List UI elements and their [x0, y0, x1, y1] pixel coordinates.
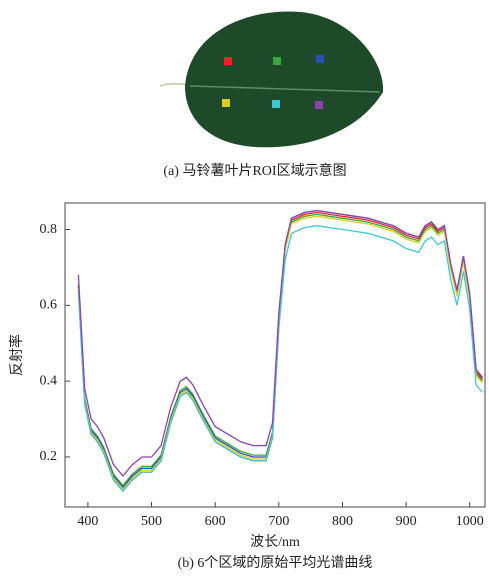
leaf-vein — [189, 85, 381, 93]
roi-square — [272, 100, 280, 108]
spectrum-line — [77, 225, 483, 493]
plot-frame — [64, 202, 486, 508]
roi-square — [224, 57, 232, 65]
spectrum-line — [77, 215, 483, 491]
x-tick-label: 500 — [141, 514, 162, 529]
roi-square — [273, 57, 281, 65]
spectrum-line — [77, 211, 483, 493]
y-axis-label: 反射率 — [8, 334, 25, 376]
leaf-image — [159, 11, 384, 148]
spectrum-line — [77, 209, 483, 489]
y-tick-label: 0.6 — [40, 298, 58, 313]
x-axis-label: 波长/nm — [250, 534, 300, 550]
caption: (a) 马铃薯叶片ROI区域示意图 — [163, 162, 346, 179]
roi-square — [222, 99, 230, 107]
roi-square — [316, 55, 324, 63]
y-tick-label: 0.8 — [40, 222, 58, 237]
spectrum-line — [77, 213, 483, 487]
caption: (b) 6个区域的原始平均光谱曲线 — [178, 555, 373, 571]
roi-square — [315, 101, 323, 109]
y-tick-label: 0.4 — [40, 373, 58, 388]
leaf — [185, 11, 384, 148]
x-tick-label: 1000 — [456, 514, 484, 529]
x-tick-label: 700 — [268, 514, 289, 529]
y-tick-label: 0.2 — [40, 449, 58, 464]
x-tick-label: 400 — [77, 514, 98, 529]
x-tick-label: 900 — [396, 514, 417, 529]
x-tick-label: 600 — [205, 514, 226, 529]
spectrum-line — [77, 209, 483, 477]
x-tick-label: 800 — [332, 514, 353, 529]
